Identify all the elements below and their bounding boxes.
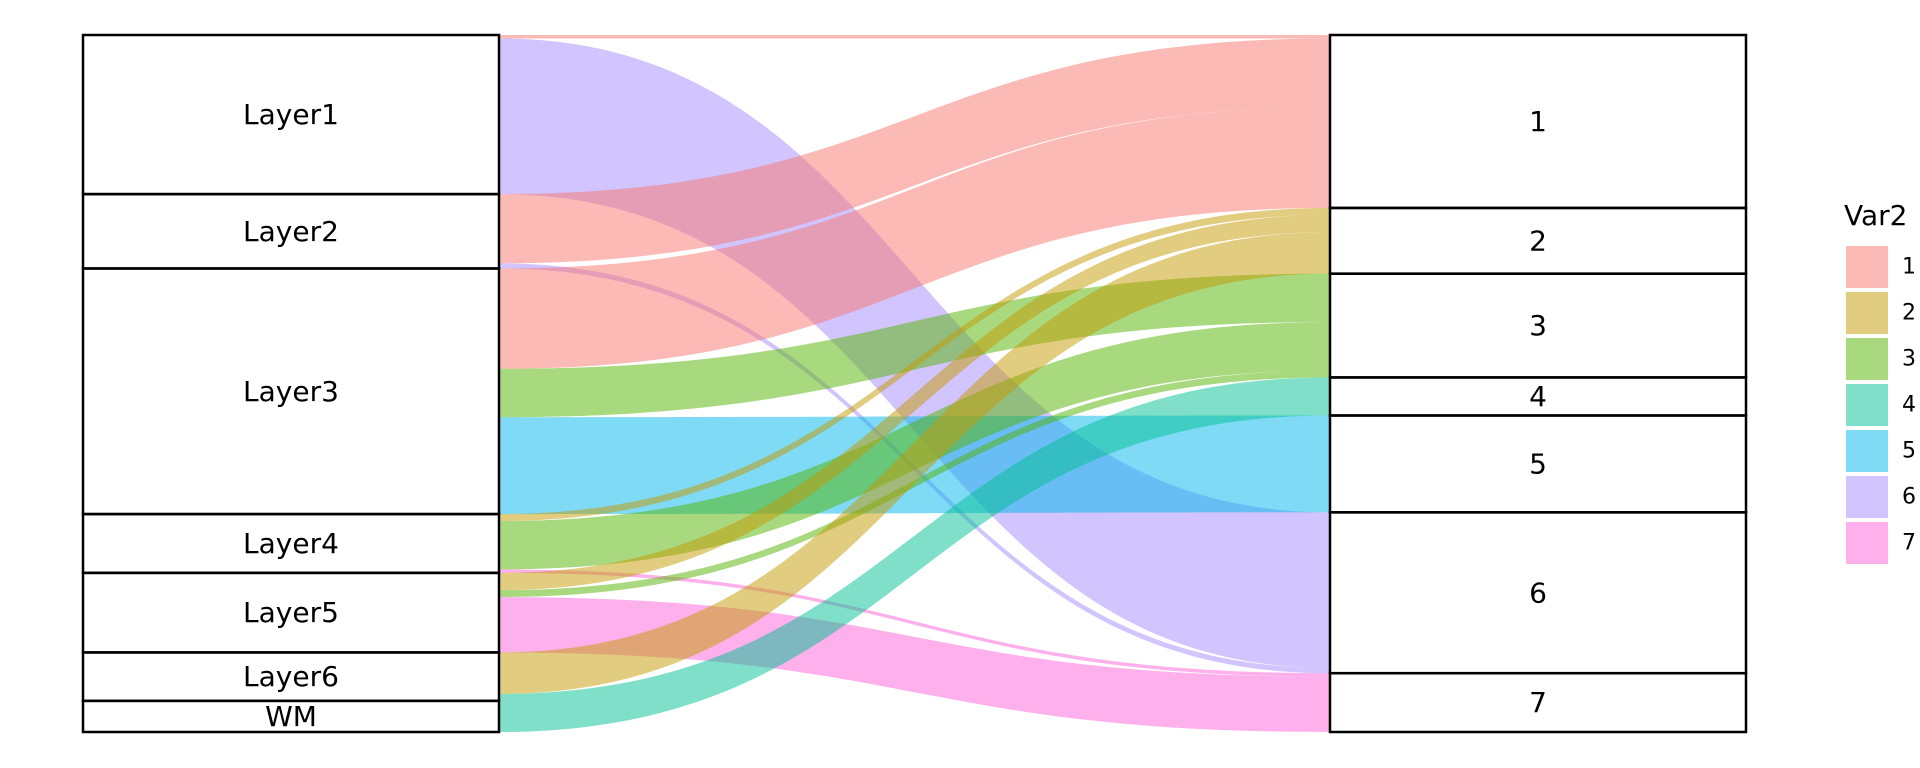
flow-layer	[499, 35, 1330, 732]
flow-layer2-to-1	[499, 38, 1330, 264]
legend-swatch-6	[1846, 476, 1888, 518]
legend-items: 1 2 3 4 5 6 7	[1846, 246, 1916, 564]
legend-swatch-7	[1846, 522, 1888, 564]
legend-label-4: 4	[1902, 393, 1916, 418]
legend: Var2 1 2 3 4 5 6 7	[1844, 199, 1916, 564]
flow-layer6-to-4	[499, 377, 1330, 701]
right-node-7	[1328, 671, 1748, 734]
legend-label-3: 3	[1902, 347, 1916, 372]
flow-layer6-to-2	[499, 232, 1330, 694]
legend-title: Var2	[1844, 199, 1907, 232]
legend-swatch-3	[1846, 338, 1888, 380]
flow-layer3-to-1	[499, 107, 1330, 369]
legend-swatch-1	[1846, 246, 1888, 288]
legend-swatch-4	[1846, 384, 1888, 426]
node-layer: Layer1 Layer2 Layer3 Layer4 Layer5 Layer6 WM 1 2…	[81, 33, 1748, 734]
left-node-label-layer4: Layer4	[243, 527, 339, 560]
right-node-label-7: 7	[1529, 686, 1547, 719]
flow-layer4-to-2	[499, 207, 1330, 521]
flow-layer5-to-3	[499, 370, 1330, 598]
legend-swatch-5	[1846, 430, 1888, 472]
right-node-label-5: 5	[1529, 447, 1547, 480]
right-node-label-2: 2	[1529, 224, 1547, 257]
legend-label-1: 1	[1902, 255, 1916, 280]
right-node-label-1: 1	[1529, 105, 1547, 138]
left-node-label-layer3: Layer3	[243, 375, 339, 408]
legend-label-6: 6	[1902, 485, 1916, 510]
left-node-label-layer6: Layer6	[243, 660, 339, 693]
left-node-label-layer5: Layer5	[243, 596, 339, 629]
left-node-wm	[81, 699, 501, 734]
legend-label-7: 7	[1902, 531, 1916, 556]
legend-label-2: 2	[1902, 301, 1916, 326]
flow-layer4-to-7	[499, 569, 1330, 677]
left-node-label-layer2: Layer2	[243, 215, 339, 248]
legend-label-5: 5	[1902, 439, 1916, 464]
right-node-label-4: 4	[1529, 380, 1547, 413]
flow-layer1-to-1	[499, 35, 1330, 39]
left-node-label-wm: WM	[265, 700, 317, 733]
right-node-label-6: 6	[1529, 576, 1547, 609]
right-node-label-3: 3	[1529, 309, 1547, 342]
flow-layer5-to-2	[499, 214, 1330, 591]
legend-swatch-2	[1846, 292, 1888, 334]
left-node-label-layer1: Layer1	[243, 98, 339, 131]
flow-wm-to-4	[499, 384, 1330, 732]
